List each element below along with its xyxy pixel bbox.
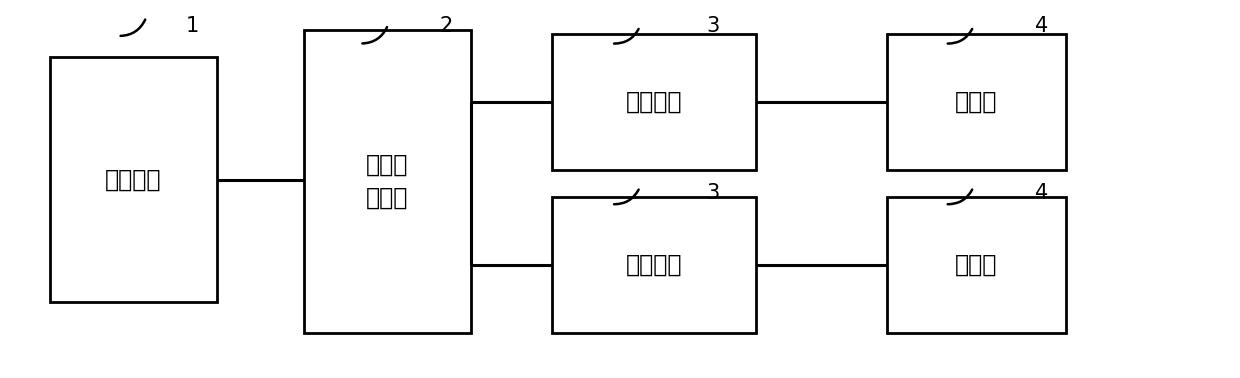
FancyArrowPatch shape bbox=[947, 29, 972, 43]
FancyArrowPatch shape bbox=[362, 27, 387, 43]
Bar bbox=[887, 197, 1066, 333]
Text: 通信模块: 通信模块 bbox=[626, 253, 682, 277]
Bar bbox=[50, 57, 217, 302]
Text: 3: 3 bbox=[707, 17, 719, 36]
Text: 2: 2 bbox=[440, 17, 453, 36]
FancyArrowPatch shape bbox=[614, 29, 639, 43]
Text: 第一扩
展电路: 第一扩 展电路 bbox=[366, 153, 409, 210]
Text: 1: 1 bbox=[186, 17, 198, 36]
Text: 下位机: 下位机 bbox=[955, 253, 998, 277]
Text: 通信模块: 通信模块 bbox=[626, 90, 682, 114]
Text: 4: 4 bbox=[1035, 183, 1048, 203]
Bar bbox=[552, 34, 756, 170]
FancyArrowPatch shape bbox=[947, 190, 972, 204]
Text: 3: 3 bbox=[707, 183, 719, 203]
FancyArrowPatch shape bbox=[614, 190, 639, 204]
FancyArrowPatch shape bbox=[120, 20, 145, 36]
Bar bbox=[552, 197, 756, 333]
Text: 4: 4 bbox=[1035, 17, 1048, 36]
Bar bbox=[304, 30, 471, 333]
Text: 下位机: 下位机 bbox=[955, 90, 998, 114]
Bar bbox=[887, 34, 1066, 170]
Text: 主控芯片: 主控芯片 bbox=[105, 167, 161, 192]
